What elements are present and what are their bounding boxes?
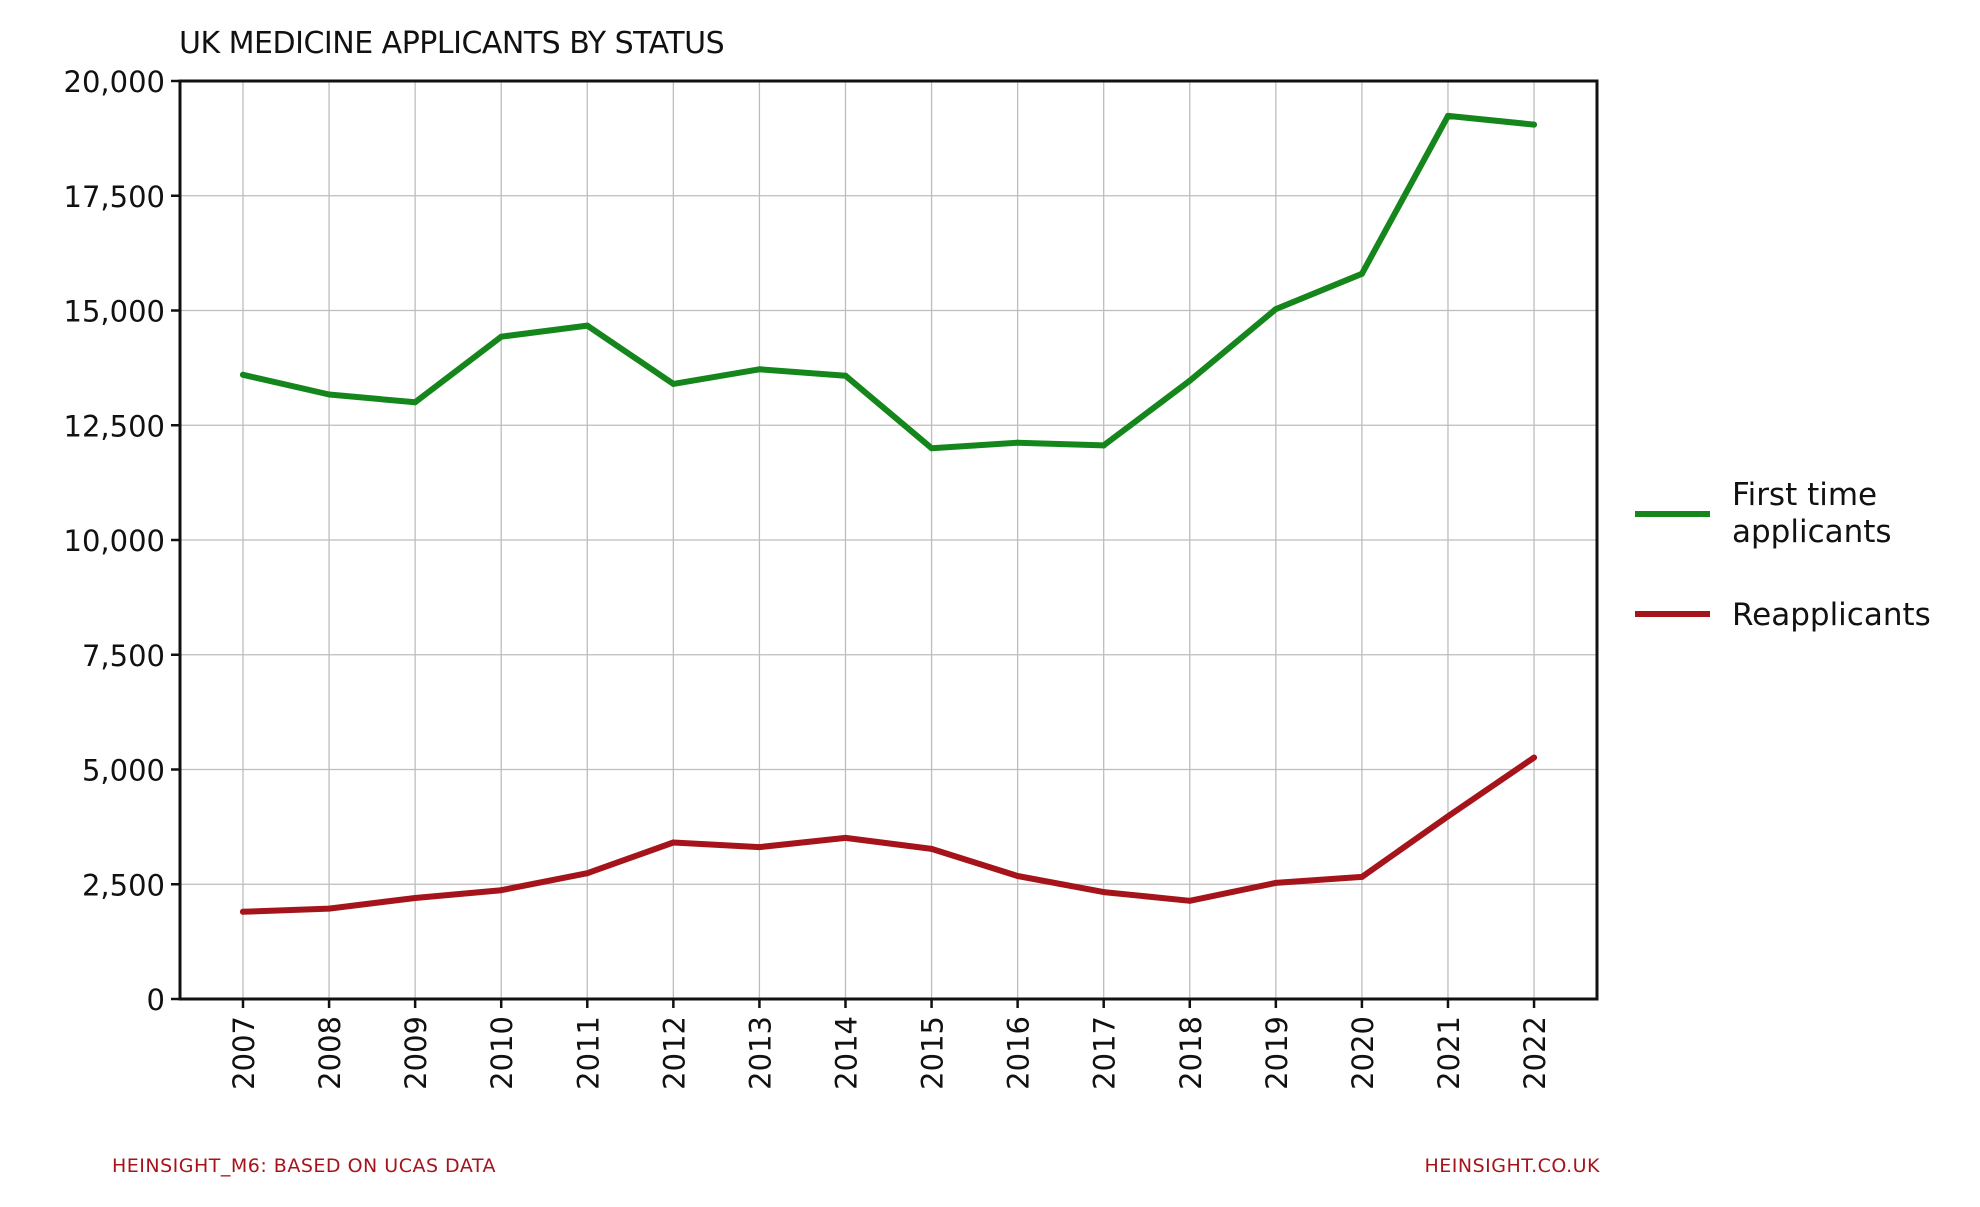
x-tick-label: 2011	[571, 1016, 605, 1090]
x-tick-label: 2013	[743, 1016, 777, 1090]
legend-label: Reapplicants	[1732, 597, 1931, 633]
data-point	[1186, 897, 1193, 904]
x-tick-label: 2010	[485, 1016, 519, 1090]
data-point	[498, 887, 505, 894]
x-tick-label: 2022	[1518, 1016, 1552, 1090]
x-axis: 2007 2008 2009 2010 2011 2012 2013 2014 2015 2016…	[227, 999, 1552, 1090]
data-point	[326, 391, 333, 398]
x-tick-label: 2021	[1432, 1016, 1466, 1090]
data-point	[756, 844, 763, 851]
x-tick-label: 2020	[1346, 1016, 1380, 1090]
chart-title: UK MEDICINE APPLICANTS BY STATUS	[179, 26, 724, 61]
x-tick-label: 2019	[1260, 1016, 1294, 1090]
y-tick-label: 7,500	[82, 639, 165, 673]
data-point	[842, 372, 849, 379]
data-point	[412, 399, 419, 406]
data-point	[928, 445, 935, 452]
data-point	[1100, 442, 1107, 449]
data-point	[1272, 306, 1279, 313]
y-tick-label: 5,000	[82, 754, 165, 788]
x-tick-label: 2015	[916, 1016, 950, 1090]
data-point	[1444, 112, 1451, 119]
data-point	[1358, 270, 1365, 277]
data-point	[584, 322, 591, 329]
data-point	[1272, 879, 1279, 886]
data-point	[1014, 439, 1021, 446]
data-point	[498, 333, 505, 340]
data-point	[756, 366, 763, 373]
data-point	[1531, 754, 1538, 761]
x-tick-label: 2007	[227, 1016, 261, 1090]
footer-source: HEINSIGHT_M6: BASED ON UCAS DATA	[112, 1155, 497, 1177]
data-point	[1014, 872, 1021, 879]
data-point	[842, 834, 849, 841]
y-tick-label: 0	[147, 983, 165, 1017]
data-point	[1531, 121, 1538, 128]
data-point	[1100, 889, 1107, 896]
data-point	[670, 839, 677, 846]
footer-website: HEINSIGHT.CO.UK	[1424, 1155, 1600, 1177]
x-tick-label: 2014	[829, 1016, 863, 1090]
y-tick-label: 17,500	[64, 180, 165, 214]
x-tick-label: 2009	[399, 1016, 433, 1090]
data-point	[240, 371, 246, 378]
x-tick-label: 2016	[1002, 1016, 1036, 1090]
y-tick-label: 10,000	[64, 524, 165, 558]
y-tick-label: 20,000	[64, 65, 165, 99]
x-tick-label: 2018	[1174, 1016, 1208, 1090]
data-point	[1358, 873, 1365, 880]
data-point	[412, 895, 419, 902]
data-point	[670, 380, 677, 387]
data-point	[1186, 377, 1193, 384]
y-axis: 0 2,500 5,000 7,500 10,000 12,500 15,000 17,500…	[64, 65, 180, 1017]
x-tick-label: 2017	[1088, 1016, 1122, 1090]
y-tick-label: 12,500	[64, 409, 165, 443]
series-line-2	[240, 754, 1537, 915]
series-line-1	[240, 112, 1537, 452]
x-tick-label: 2008	[313, 1016, 347, 1090]
data-point	[928, 845, 935, 852]
legend-label: First time	[1732, 477, 1877, 513]
data-point	[240, 908, 246, 915]
data-point	[584, 870, 591, 877]
y-tick-label: 15,000	[64, 295, 165, 329]
legend-label: applicants	[1732, 514, 1892, 550]
series-lines	[240, 112, 1538, 915]
data-point	[326, 905, 333, 912]
y-tick-label: 2,500	[82, 868, 165, 902]
data-point	[1444, 813, 1451, 820]
x-tick-label: 2012	[657, 1016, 691, 1090]
